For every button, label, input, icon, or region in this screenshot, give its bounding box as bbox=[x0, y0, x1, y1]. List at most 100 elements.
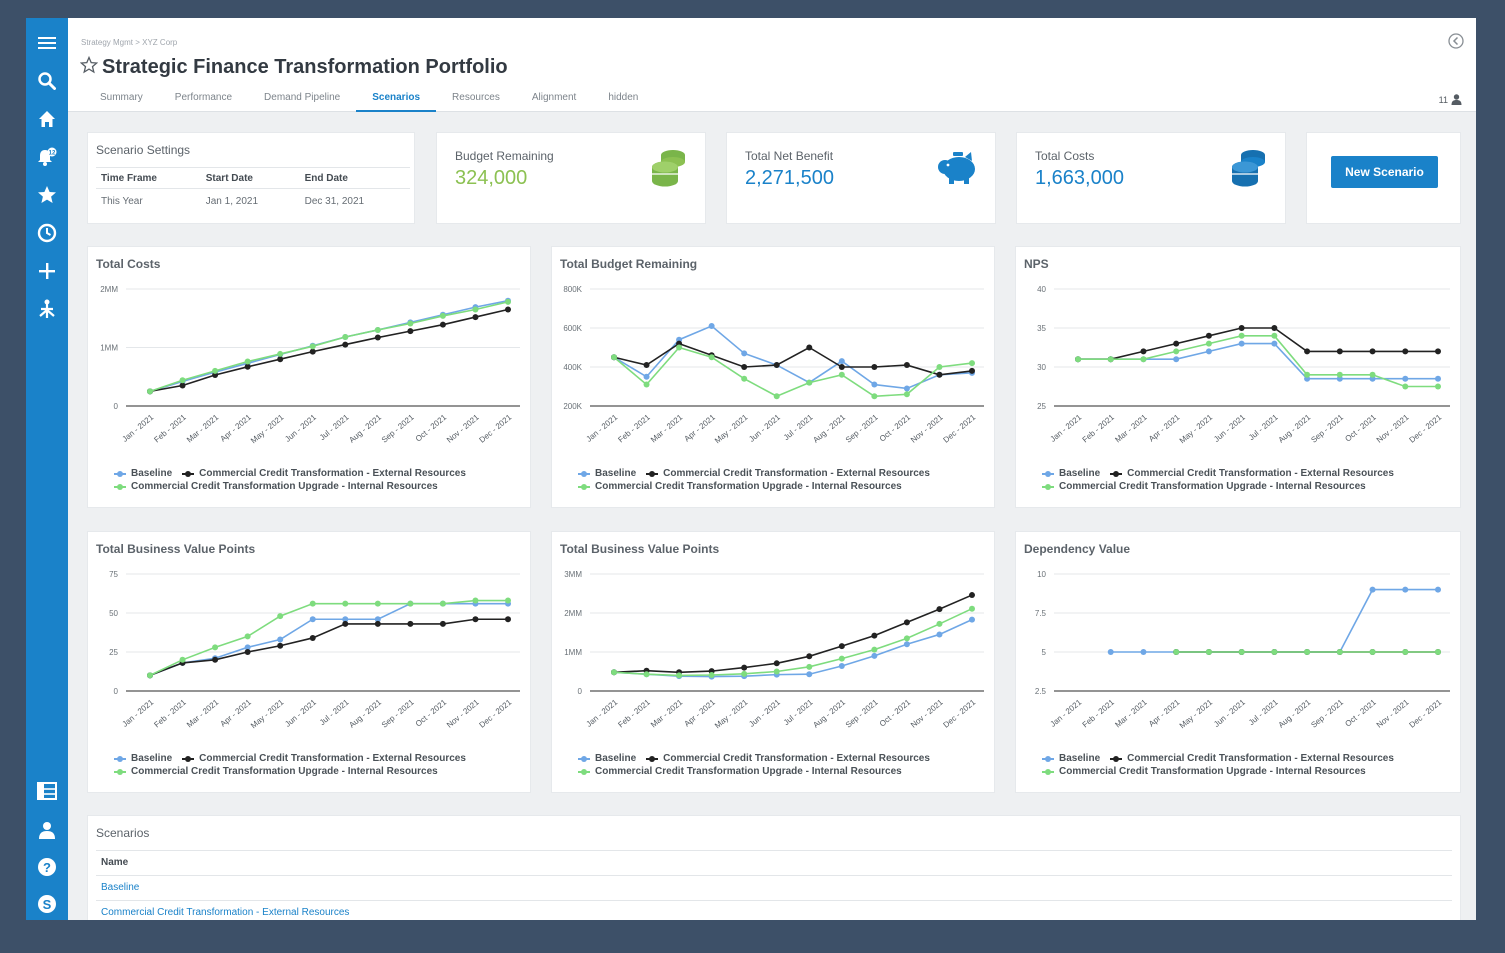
legend-external[interactable]: Commercial Credit Transformation - Exter… bbox=[1110, 753, 1394, 765]
data-point-internal bbox=[1304, 371, 1311, 378]
x-tick-label: Oct - 2021 bbox=[878, 697, 913, 728]
settings-time-frame[interactable]: This Year bbox=[101, 196, 143, 207]
legend-external[interactable]: Commercial Credit Transformation - Exter… bbox=[646, 753, 930, 765]
legend-baseline[interactable]: Baseline bbox=[578, 468, 636, 480]
user-count-value: 11 bbox=[1438, 94, 1448, 105]
legend-baseline[interactable]: Baseline bbox=[114, 753, 172, 765]
series-line-external bbox=[149, 308, 509, 393]
x-tick-label: Apr - 2021 bbox=[683, 412, 718, 443]
x-tick-label: May - 2021 bbox=[713, 412, 750, 445]
legend-internal[interactable]: Commercial Credit Transformation Upgrade… bbox=[114, 766, 438, 778]
data-point-external bbox=[903, 362, 910, 369]
data-point-external bbox=[407, 620, 414, 627]
x-tick-label: Sep - 2021 bbox=[844, 412, 880, 444]
settings-end-date[interactable]: Dec 31, 2021 bbox=[304, 196, 365, 207]
legend-internal[interactable]: Commercial Credit Transformation Upgrade… bbox=[1042, 481, 1366, 493]
legend-external[interactable]: Commercial Credit Transformation - Exter… bbox=[1110, 468, 1394, 480]
x-tick-label: Jan - 2021 bbox=[121, 412, 156, 444]
skype-icon[interactable]: S bbox=[31, 889, 63, 919]
legend-internal[interactable]: Commercial Credit Transformation Upgrade… bbox=[578, 481, 902, 493]
data-point-internal bbox=[741, 670, 748, 677]
data-point-baseline bbox=[643, 373, 650, 380]
x-tick-label: Aug - 2021 bbox=[1277, 697, 1313, 729]
series-line-internal bbox=[613, 607, 973, 677]
tab-hidden[interactable]: hidden bbox=[608, 92, 639, 103]
data-point-internal bbox=[439, 600, 446, 607]
tab-resources[interactable]: Resources bbox=[452, 92, 500, 103]
legend-internal[interactable]: Commercial Credit Transformation Upgrade… bbox=[114, 481, 438, 493]
grid-icon[interactable] bbox=[31, 776, 63, 806]
x-tick-label: Aug - 2021 bbox=[811, 412, 847, 444]
clock-icon[interactable] bbox=[31, 218, 63, 248]
legend-external[interactable]: Commercial Credit Transformation - Exter… bbox=[182, 468, 466, 480]
chart-title: Total Budget Remaining bbox=[560, 257, 698, 271]
data-point-external bbox=[871, 364, 878, 370]
y-tick-label: 3MM bbox=[564, 570, 582, 579]
data-point-external bbox=[277, 356, 284, 363]
legend-internal[interactable]: Commercial Credit Transformation Upgrade… bbox=[1042, 766, 1366, 778]
data-point-external bbox=[1238, 325, 1245, 331]
home-icon[interactable] bbox=[31, 104, 63, 134]
tab-performance[interactable]: Performance bbox=[174, 92, 233, 103]
series-line-internal bbox=[149, 301, 509, 393]
help-icon[interactable]: ? bbox=[31, 852, 63, 882]
data-point-internal bbox=[439, 312, 446, 319]
data-point-internal bbox=[309, 600, 316, 607]
legend-external[interactable]: Commercial Credit Transformation - Exter… bbox=[182, 753, 466, 765]
kpi-label: Total Net Benefit bbox=[745, 149, 834, 163]
data-point-baseline bbox=[1435, 375, 1441, 382]
data-point-external bbox=[342, 341, 349, 348]
breadcrumb[interactable]: Strategy Mgmt > XYZ Corp bbox=[81, 38, 178, 47]
data-point-internal bbox=[838, 371, 845, 378]
favorite-star-icon[interactable] bbox=[79, 55, 99, 79]
data-point-internal bbox=[838, 655, 845, 662]
legend-internal[interactable]: Commercial Credit Transformation Upgrade… bbox=[578, 766, 902, 778]
scenario-link[interactable]: Baseline bbox=[101, 882, 140, 893]
data-point-baseline bbox=[1238, 340, 1245, 347]
data-point-external bbox=[407, 328, 414, 335]
x-tick-label: Aug - 2021 bbox=[1277, 412, 1313, 444]
star-icon[interactable] bbox=[31, 180, 63, 210]
data-point-internal bbox=[505, 597, 511, 604]
legend-baseline[interactable]: Baseline bbox=[578, 753, 636, 765]
tab-demand-pipeline[interactable]: Demand Pipeline bbox=[264, 92, 341, 103]
tab-summary[interactable]: Summary bbox=[100, 92, 143, 103]
collapse-icon[interactable] bbox=[1448, 33, 1464, 54]
y-tick-label: 0 bbox=[114, 402, 119, 411]
tab-alignment[interactable]: Alignment bbox=[531, 92, 577, 103]
data-point-internal bbox=[806, 663, 813, 670]
chart-title: NPS bbox=[1024, 257, 1049, 271]
scenario-link[interactable]: Commercial Credit Transformation - Exter… bbox=[101, 907, 350, 918]
scenario-settings-card: Scenario Settings Time Frame Start Date … bbox=[87, 132, 415, 224]
legend-external[interactable]: Commercial Credit Transformation - Exter… bbox=[646, 468, 930, 480]
x-tick-label: Jun - 2021 bbox=[1212, 697, 1247, 729]
user-icon[interactable] bbox=[31, 815, 63, 845]
legend-baseline[interactable]: Baseline bbox=[1042, 468, 1100, 480]
notification-bell-icon[interactable]: 12 bbox=[31, 142, 63, 172]
settings-start-date[interactable]: Jan 1, 2021 bbox=[205, 196, 258, 207]
menu-icon[interactable] bbox=[31, 28, 63, 58]
data-point-external bbox=[374, 334, 381, 341]
series-line-baseline bbox=[613, 325, 973, 390]
data-point-internal bbox=[1369, 371, 1376, 378]
sidebar: 12 ? S bbox=[26, 18, 68, 920]
y-tick-label: 800K bbox=[563, 285, 582, 294]
user-count[interactable]: 11 bbox=[1439, 94, 1462, 105]
data-point-external bbox=[1205, 332, 1212, 339]
plus-icon[interactable] bbox=[31, 256, 63, 286]
tab-scenarios[interactable]: Scenarios bbox=[356, 90, 437, 112]
data-point-internal bbox=[903, 635, 910, 642]
tree-icon[interactable] bbox=[31, 294, 63, 324]
new-scenario-button[interactable]: New Scenario bbox=[1331, 156, 1438, 188]
legend-baseline[interactable]: Baseline bbox=[114, 468, 172, 480]
legend-baseline[interactable]: Baseline bbox=[1042, 753, 1100, 765]
search-icon[interactable] bbox=[31, 66, 63, 96]
data-point-internal bbox=[1402, 383, 1409, 390]
kpi-total-costs: Total Costs 1,663,000 bbox=[1016, 132, 1286, 224]
series-line-baseline bbox=[149, 602, 508, 677]
x-tick-label: Mar - 2021 bbox=[649, 697, 685, 729]
data-point-external bbox=[1435, 348, 1441, 355]
data-point-external bbox=[871, 632, 878, 639]
data-point-baseline bbox=[1140, 649, 1147, 655]
scenarios-header-name[interactable]: Name bbox=[96, 850, 1452, 875]
